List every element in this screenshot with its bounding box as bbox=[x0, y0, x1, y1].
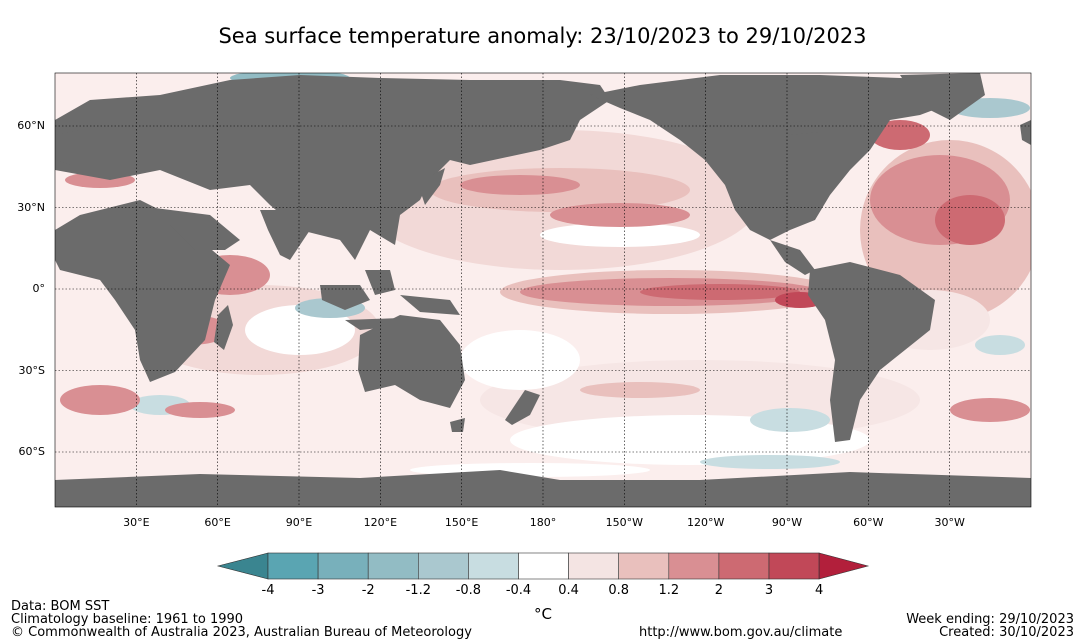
lon-label: 60°E bbox=[204, 516, 231, 529]
source-url-link[interactable]: http://www.bom.gov.au/climate bbox=[639, 625, 843, 640]
anomaly-patches bbox=[60, 73, 1031, 477]
lon-label: 60°W bbox=[853, 516, 884, 529]
colorbar-tick-label: -1.2 bbox=[405, 583, 431, 598]
lon-label: 30°W bbox=[934, 516, 965, 529]
baseline-text: Climatology baseline: 1961 to 1990 bbox=[11, 612, 244, 627]
colorbar-tick-label: -4 bbox=[261, 583, 275, 598]
colorbar-segment bbox=[518, 552, 569, 580]
lat-label: 60°N bbox=[17, 119, 45, 132]
colorbar-tick-label: 1.2 bbox=[658, 583, 680, 598]
colorbar-segment bbox=[417, 552, 469, 580]
colorbar-segment bbox=[468, 552, 519, 580]
colorbar bbox=[216, 552, 870, 580]
colorbar-segment bbox=[768, 552, 820, 580]
lat-label: 60°S bbox=[18, 445, 45, 458]
colorbar-tick-label: 0.4 bbox=[558, 583, 579, 598]
lon-label: 150°W bbox=[605, 516, 644, 529]
lat-label: 30°S bbox=[18, 363, 45, 377]
colorbar-unit: °C bbox=[534, 605, 552, 623]
lon-label: 180° bbox=[529, 516, 557, 529]
colorbar-tick-label: -0.4 bbox=[505, 583, 532, 598]
week-ending-text: Week ending: 29/10/2023 bbox=[906, 612, 1074, 627]
colorbar-segment bbox=[718, 552, 770, 580]
colorbar-segment bbox=[668, 552, 720, 580]
colorbar-tick-label: 0.8 bbox=[608, 583, 630, 598]
created-text: Created: 30/10/2023 bbox=[939, 625, 1074, 640]
lon-label: 90°W bbox=[771, 516, 803, 529]
lon-label: 90°E bbox=[285, 516, 313, 529]
colorbar-max-extend bbox=[818, 552, 870, 580]
colorbar-tick-label: 3 bbox=[764, 583, 774, 598]
colorbar-tick-label: -0.8 bbox=[455, 583, 482, 598]
lon-label: 30°E bbox=[123, 516, 150, 529]
colorbar-segment bbox=[267, 552, 319, 580]
copyright-text: © Commonwealth of Australia 2023, Austra… bbox=[11, 625, 472, 640]
lon-label: 120°W bbox=[686, 516, 725, 529]
colorbar-segment bbox=[317, 552, 369, 580]
data-source-text: Data: BOM SST bbox=[11, 599, 110, 614]
colorbar-tick-label: -3 bbox=[311, 583, 325, 598]
colorbar-tick-label: 2 bbox=[714, 583, 724, 598]
lon-label: 150°E bbox=[444, 516, 479, 529]
lon-label: 120°E bbox=[363, 516, 398, 529]
colorbar-segment bbox=[618, 552, 670, 580]
map-frame bbox=[54, 72, 1032, 508]
lat-label: 30°N bbox=[17, 200, 45, 214]
graticule bbox=[55, 73, 1031, 507]
colorbar-tick-label: 4 bbox=[814, 583, 824, 598]
page-title: Sea surface temperature anomaly: 23/10/2… bbox=[218, 24, 867, 48]
land-masses bbox=[55, 73, 1031, 507]
colorbar-tick-label: -2 bbox=[361, 583, 375, 598]
colorbar-min-extend bbox=[216, 552, 269, 580]
lat-label: 0° bbox=[32, 282, 46, 295]
colorbar-segment bbox=[568, 552, 619, 580]
colorbar-segment bbox=[367, 552, 419, 580]
